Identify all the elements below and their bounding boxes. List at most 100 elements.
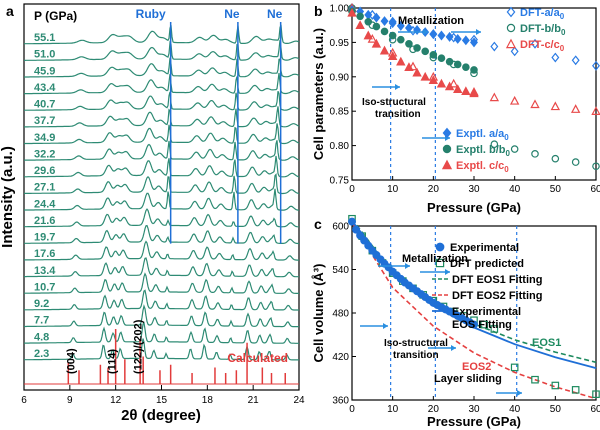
data-point — [444, 81, 455, 91]
data-point — [445, 31, 454, 42]
data-point — [445, 57, 454, 66]
data-point — [592, 60, 600, 71]
data-point — [364, 241, 373, 250]
panel-c-ylabel: Cell volume (Å³) — [311, 264, 326, 363]
y-tick-label: 1.00 — [330, 4, 350, 15]
legend-text: Exptl. c/c0 — [456, 160, 509, 174]
data-point — [371, 38, 382, 48]
data-point — [506, 23, 516, 33]
x-tick-label: 0 — [349, 404, 355, 415]
data-point — [348, 217, 357, 226]
data-point — [489, 92, 500, 102]
legend-text: DFT-b/b0 — [520, 23, 566, 37]
xrd-trace — [24, 321, 299, 344]
pressure-label: 10.7 — [34, 281, 55, 293]
pressure-label: 37.7 — [34, 115, 55, 127]
data-point — [363, 30, 373, 40]
hkl-label: (114) — [107, 349, 119, 374]
legend-eos2: DFT EOS2 Fitting — [452, 290, 542, 302]
y-tick-label: 0.95 — [330, 38, 350, 49]
data-point — [509, 95, 520, 105]
data-point — [461, 86, 471, 96]
legend-dft-predicted: DFT predicted — [450, 258, 524, 270]
data-point — [396, 35, 405, 44]
data-point — [490, 325, 499, 333]
pressure-label: 43.4 — [34, 82, 56, 94]
xrd-trace — [24, 24, 300, 45]
data-point — [571, 55, 580, 66]
y-tick-label: 0.85 — [330, 107, 350, 118]
data-point — [408, 61, 418, 71]
data-point — [380, 27, 389, 36]
panel-b: b 0 10 20 30 40 50 60 0.75 0.80 0.85 0.90 0.95 1.00 M… — [311, 3, 600, 215]
data-point — [435, 242, 445, 252]
data-point — [453, 33, 462, 44]
arrow-head — [395, 84, 400, 90]
data-point — [470, 320, 479, 329]
x-tick-label: 40 — [509, 184, 521, 195]
pressure-label: 32.2 — [34, 148, 55, 160]
panel-a-ylabel: Intensity (a.u.) — [0, 146, 16, 248]
data-point — [571, 386, 580, 394]
panel-a-label: a — [6, 3, 14, 19]
panel-a-pressure-header: P (GPa) — [34, 9, 77, 23]
xrd-trace — [24, 72, 300, 95]
pressure-label: 51.0 — [34, 49, 55, 61]
arrow-head — [405, 263, 410, 269]
pressure-label: 2.3 — [34, 348, 49, 360]
data-point — [531, 150, 539, 158]
annotation-metallization: Metallization — [402, 253, 468, 265]
data-point — [470, 66, 478, 74]
arrow-head — [476, 29, 481, 35]
data-point — [380, 16, 389, 27]
x-tick-label: 50 — [550, 404, 562, 415]
annotation-eos2: EOS2 — [462, 361, 491, 373]
data-point — [531, 375, 539, 384]
x-tick-label: 30 — [468, 404, 480, 415]
data-point — [356, 12, 364, 21]
pressure-label: 40.7 — [34, 99, 55, 111]
data-point — [396, 56, 406, 66]
legend-text: Exptl. b/b0 — [456, 144, 511, 158]
xrd-trace — [24, 173, 300, 195]
data-point — [461, 35, 470, 46]
data-point — [413, 44, 421, 52]
data-point — [530, 99, 540, 109]
legend-text: DFT-a/a0 — [520, 7, 565, 21]
data-point — [436, 78, 447, 88]
y-tick-label: 0.80 — [330, 141, 350, 152]
data-point — [490, 140, 499, 149]
xrd-trace — [24, 304, 299, 328]
panel-b-xlabel: Pressure (GPa) — [427, 200, 521, 215]
x-tick-label: 50 — [550, 184, 562, 195]
calculated-label: Calculated — [227, 351, 288, 365]
data-point — [550, 101, 561, 111]
data-point — [404, 62, 414, 71]
hkl-label: (122)/(202) — [133, 319, 145, 374]
x-tick-label: 60 — [590, 404, 600, 415]
x-tick-label: 60 — [590, 184, 600, 195]
data-point — [396, 20, 405, 31]
data-point — [551, 381, 560, 390]
data-point — [372, 22, 381, 31]
data-point — [510, 363, 519, 372]
xrd-trace — [23, 90, 300, 111]
pressure-label: 4.8 — [34, 331, 49, 343]
data-point — [387, 51, 398, 60]
x-tick-label: 18 — [202, 395, 214, 406]
data-point — [435, 258, 445, 268]
data-point — [510, 145, 519, 153]
y-tick-label: 420 — [332, 352, 349, 363]
arrow-head — [451, 345, 456, 351]
pressure-label: 24.4 — [34, 198, 56, 210]
x-tick-label: 0 — [349, 184, 355, 195]
data-point — [347, 7, 357, 17]
panel-b-label: b — [314, 3, 323, 19]
data-point — [506, 6, 516, 18]
xrd-trace — [24, 57, 300, 78]
data-point — [437, 54, 446, 63]
data-point — [388, 18, 397, 29]
panel-a: a 55.1 51.0 45.9 43.4 40.7 37.7 34.9 32.2 29.6 27… — [0, 3, 305, 424]
data-point — [551, 52, 560, 63]
